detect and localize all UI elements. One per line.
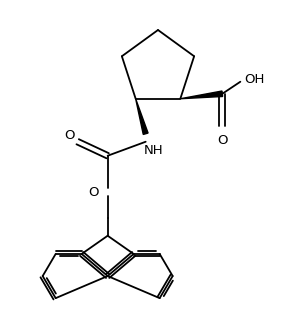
Text: OH: OH xyxy=(244,73,264,86)
Text: NH: NH xyxy=(144,144,164,157)
Polygon shape xyxy=(180,91,223,99)
Text: O: O xyxy=(217,134,228,147)
Polygon shape xyxy=(136,99,148,134)
Text: O: O xyxy=(65,129,75,142)
Text: O: O xyxy=(88,186,99,199)
